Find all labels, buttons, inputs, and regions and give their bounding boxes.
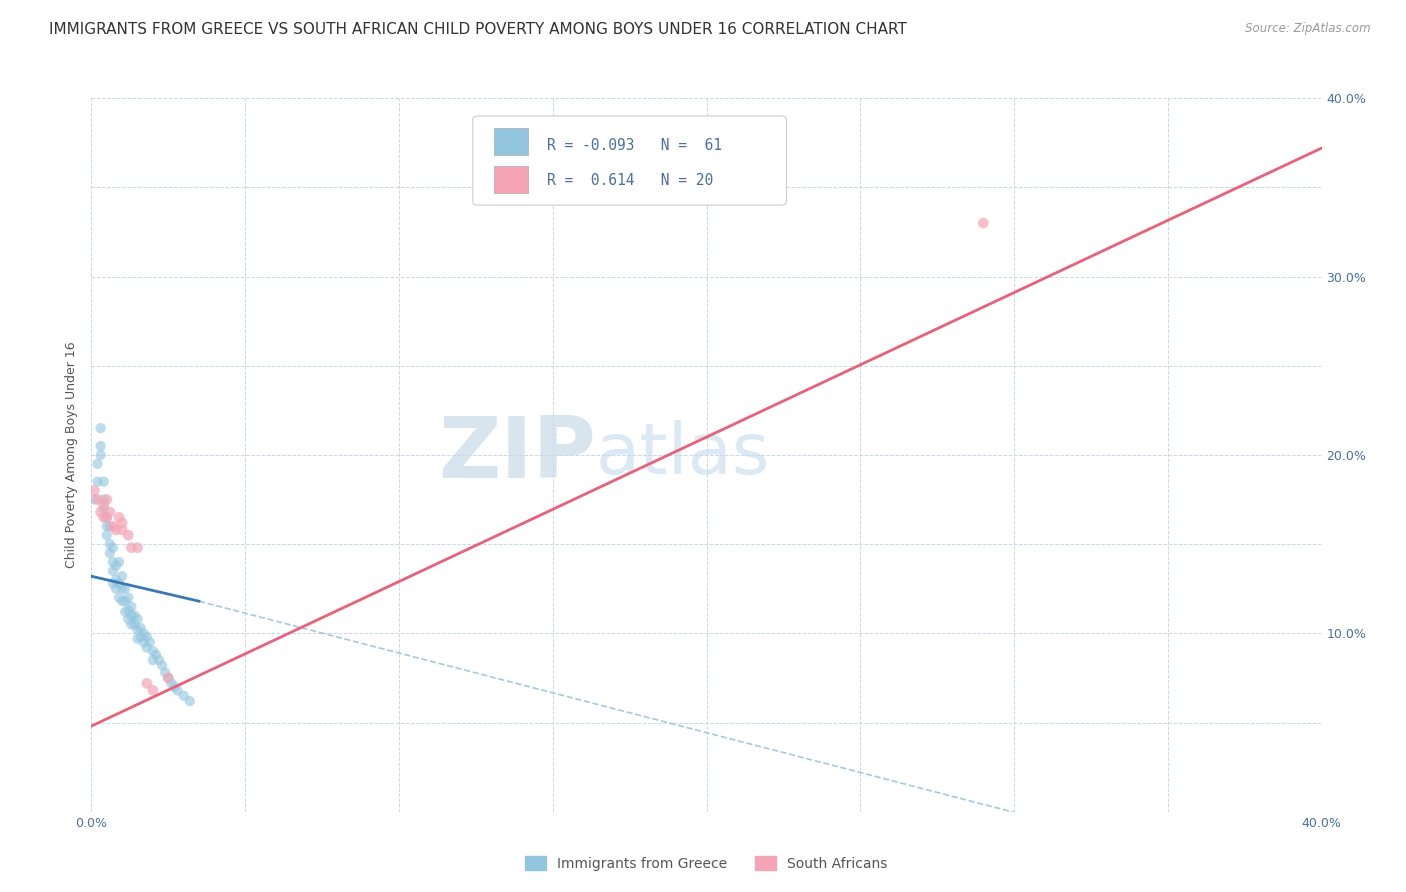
Point xyxy=(98,519,121,533)
Point xyxy=(114,605,136,619)
Point xyxy=(153,665,177,680)
FancyBboxPatch shape xyxy=(494,166,529,194)
Point xyxy=(90,421,112,435)
Point xyxy=(114,594,136,608)
Point xyxy=(117,591,139,605)
Point xyxy=(117,528,139,542)
Point xyxy=(135,676,157,690)
Point xyxy=(120,617,142,632)
Point xyxy=(98,537,121,551)
Text: ZIP: ZIP xyxy=(439,413,596,497)
Point xyxy=(98,505,121,519)
Point xyxy=(93,498,115,512)
Point xyxy=(93,510,115,524)
Point xyxy=(972,216,994,230)
Point xyxy=(105,582,127,596)
Point xyxy=(93,475,115,489)
Point xyxy=(148,653,170,667)
FancyBboxPatch shape xyxy=(472,116,786,205)
Point xyxy=(90,448,112,462)
Point xyxy=(90,505,112,519)
Point xyxy=(101,555,124,569)
Point xyxy=(173,689,195,703)
Point xyxy=(160,676,183,690)
Point xyxy=(145,648,167,662)
Text: R =  0.614   N = 20: R = 0.614 N = 20 xyxy=(547,173,713,188)
Point xyxy=(101,541,124,555)
Point xyxy=(111,569,134,583)
Point xyxy=(101,564,124,578)
Point xyxy=(117,603,139,617)
Y-axis label: Child Poverty Among Boys Under 16: Child Poverty Among Boys Under 16 xyxy=(65,342,79,568)
Point xyxy=(83,492,105,507)
Point xyxy=(163,680,186,694)
Point xyxy=(83,483,105,498)
Point xyxy=(179,694,201,708)
Point xyxy=(114,582,136,596)
Point xyxy=(124,617,146,632)
Point xyxy=(101,519,124,533)
Point xyxy=(135,630,157,644)
Point xyxy=(96,510,118,524)
Point xyxy=(96,510,118,524)
Point xyxy=(93,492,115,507)
Point xyxy=(117,612,139,626)
Legend: Immigrants from Greece, South Africans: Immigrants from Greece, South Africans xyxy=(520,850,893,876)
Point xyxy=(108,510,131,524)
Point xyxy=(129,630,152,644)
Point xyxy=(108,591,131,605)
Point xyxy=(108,555,131,569)
Point xyxy=(111,594,134,608)
Text: atlas: atlas xyxy=(596,420,770,490)
Point xyxy=(96,519,118,533)
Point xyxy=(111,582,134,596)
Point xyxy=(105,573,127,587)
Point xyxy=(90,439,112,453)
Point xyxy=(132,626,155,640)
Point xyxy=(139,635,162,649)
Point xyxy=(108,576,131,591)
Point xyxy=(127,623,149,637)
Text: IMMIGRANTS FROM GREECE VS SOUTH AFRICAN CHILD POVERTY AMONG BOYS UNDER 16 CORREL: IMMIGRANTS FROM GREECE VS SOUTH AFRICAN … xyxy=(49,22,907,37)
Point xyxy=(101,576,124,591)
Point xyxy=(96,492,118,507)
Text: Source: ZipAtlas.com: Source: ZipAtlas.com xyxy=(1246,22,1371,36)
Point xyxy=(98,546,121,560)
Point xyxy=(96,528,118,542)
Point xyxy=(120,541,142,555)
Point xyxy=(142,683,165,698)
Point xyxy=(127,612,149,626)
Point xyxy=(132,635,155,649)
Text: R = -0.093   N =  61: R = -0.093 N = 61 xyxy=(547,138,721,153)
Point xyxy=(129,621,152,635)
Point xyxy=(135,640,157,655)
Point xyxy=(105,558,127,573)
FancyBboxPatch shape xyxy=(494,128,529,155)
Point xyxy=(127,541,149,555)
Point xyxy=(86,457,108,471)
Point xyxy=(111,516,134,530)
Point xyxy=(86,475,108,489)
Point xyxy=(166,683,188,698)
Point xyxy=(111,523,134,537)
Point xyxy=(157,671,180,685)
Point xyxy=(142,644,165,658)
Point xyxy=(124,608,146,623)
Point xyxy=(86,492,108,507)
Point xyxy=(142,653,165,667)
Point xyxy=(127,632,149,646)
Point xyxy=(93,501,115,516)
Point xyxy=(150,658,173,673)
Point xyxy=(105,523,127,537)
Point xyxy=(157,671,180,685)
Point xyxy=(120,608,142,623)
Point xyxy=(120,599,142,614)
